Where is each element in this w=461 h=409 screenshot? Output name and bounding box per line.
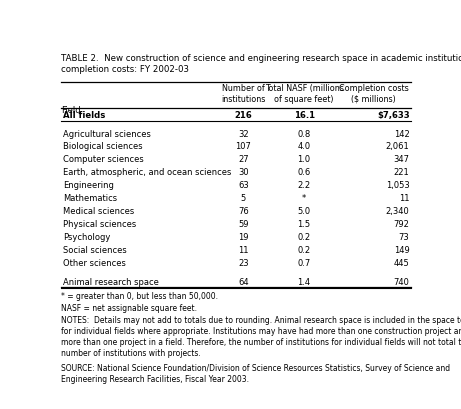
Text: Animal research space: Animal research space: [63, 277, 159, 286]
Text: 0.6: 0.6: [297, 168, 311, 177]
Text: 64: 64: [238, 277, 249, 286]
Text: Mathematics: Mathematics: [63, 194, 117, 203]
Text: 32: 32: [238, 129, 249, 138]
Text: * = greater than 0, but less than 50,000.: * = greater than 0, but less than 50,000…: [61, 291, 218, 300]
Text: Biological sciences: Biological sciences: [63, 142, 142, 151]
Text: 1.4: 1.4: [298, 277, 311, 286]
Text: 216: 216: [235, 110, 252, 119]
Text: 792: 792: [394, 220, 409, 229]
Text: 30: 30: [238, 168, 249, 177]
Text: 73: 73: [399, 232, 409, 241]
Text: 11: 11: [238, 245, 248, 254]
Text: 0.7: 0.7: [297, 258, 311, 267]
Text: SOURCE: National Science Foundation/Division of Science Resources Statistics, Su: SOURCE: National Science Foundation/Divi…: [61, 363, 450, 383]
Text: 142: 142: [394, 129, 409, 138]
Text: 2,340: 2,340: [386, 207, 409, 216]
Text: 445: 445: [394, 258, 409, 267]
Text: 107: 107: [236, 142, 251, 151]
Text: 63: 63: [238, 181, 249, 190]
Text: 27: 27: [238, 155, 249, 164]
Text: 1,053: 1,053: [386, 181, 409, 190]
Text: 0.8: 0.8: [297, 129, 311, 138]
Text: 5: 5: [241, 194, 246, 203]
Text: Computer sciences: Computer sciences: [63, 155, 144, 164]
Text: Physical sciences: Physical sciences: [63, 220, 136, 229]
Text: 76: 76: [238, 207, 249, 216]
Text: 16.1: 16.1: [294, 110, 315, 119]
Text: NASF = net assignable square feet.: NASF = net assignable square feet.: [61, 303, 197, 312]
Text: 11: 11: [399, 194, 409, 203]
Text: 1.5: 1.5: [298, 220, 311, 229]
Text: Social sciences: Social sciences: [63, 245, 127, 254]
Text: 149: 149: [394, 245, 409, 254]
Text: Number of
institutions: Number of institutions: [221, 84, 266, 104]
Text: Total NASF (millions
of square feet): Total NASF (millions of square feet): [265, 84, 343, 104]
Text: 4.0: 4.0: [298, 142, 311, 151]
Text: Agricultural sciences: Agricultural sciences: [63, 129, 151, 138]
Text: TABLE 2.  New construction of science and engineering research space in academic: TABLE 2. New construction of science and…: [61, 54, 461, 74]
Text: All fields: All fields: [63, 110, 106, 119]
Text: Other sciences: Other sciences: [63, 258, 126, 267]
Text: Engineering: Engineering: [63, 181, 114, 190]
Text: 23: 23: [238, 258, 249, 267]
Text: Psychology: Psychology: [63, 232, 110, 241]
Text: 740: 740: [394, 277, 409, 286]
Text: 5.0: 5.0: [298, 207, 311, 216]
Text: 19: 19: [238, 232, 248, 241]
Text: 0.2: 0.2: [298, 232, 311, 241]
Text: Medical sciences: Medical sciences: [63, 207, 134, 216]
Text: 221: 221: [394, 168, 409, 177]
Text: Completion costs
($ millions): Completion costs ($ millions): [339, 84, 409, 104]
Text: NOTES:  Details may not add to totals due to rounding. Animal research space is : NOTES: Details may not add to totals due…: [61, 315, 461, 357]
Text: 1.0: 1.0: [298, 155, 311, 164]
Text: $7,633: $7,633: [377, 110, 409, 119]
Text: 347: 347: [394, 155, 409, 164]
Text: 59: 59: [238, 220, 248, 229]
Text: 2.2: 2.2: [298, 181, 311, 190]
Text: 2,061: 2,061: [386, 142, 409, 151]
Text: Field: Field: [61, 106, 81, 115]
Text: 0.2: 0.2: [298, 245, 311, 254]
Text: *: *: [302, 194, 306, 203]
Text: Earth, atmospheric, and ocean sciences: Earth, atmospheric, and ocean sciences: [63, 168, 231, 177]
